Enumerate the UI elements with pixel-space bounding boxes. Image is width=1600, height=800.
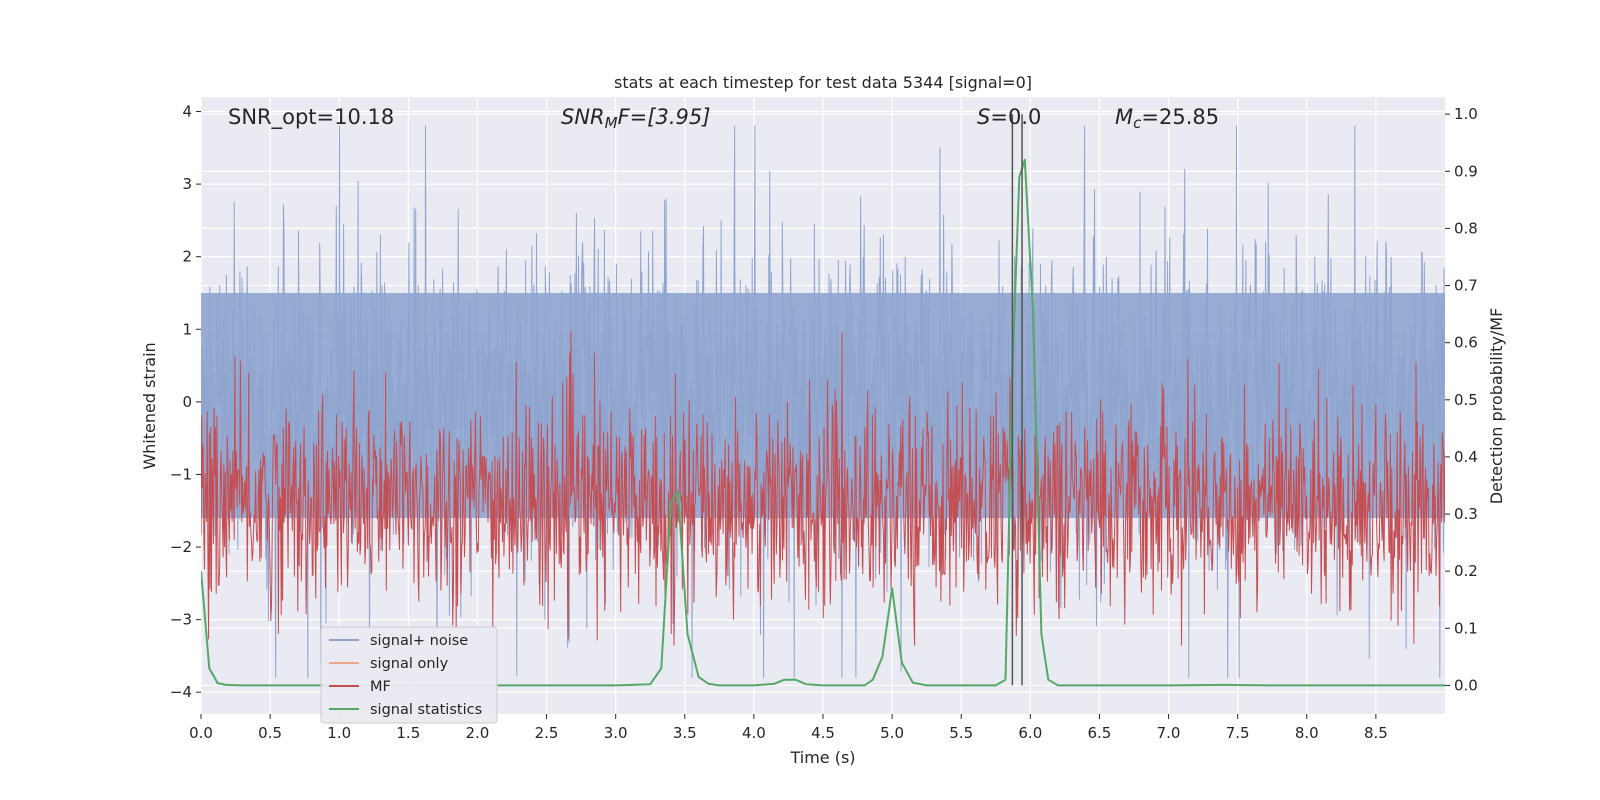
x-tick-label: 2.0 — [466, 724, 490, 742]
x-tick-label: 4.5 — [811, 724, 835, 742]
y-left-tick-label: 1 — [182, 320, 192, 338]
y-right-tick-label: 0.5 — [1454, 391, 1478, 409]
y-left-tick-label: 0 — [182, 393, 192, 411]
x-tick-label: 5.5 — [949, 724, 973, 742]
y-right-tick-label: 0.3 — [1454, 505, 1478, 523]
x-tick-label: 0.0 — [189, 724, 213, 742]
x-tick-label: 0.5 — [258, 724, 282, 742]
x-tick-label: 8.0 — [1295, 724, 1319, 742]
y-left-tick-label: −2 — [170, 538, 192, 556]
x-tick-label: 5.0 — [880, 724, 904, 742]
y-left-tick-label: 4 — [182, 103, 192, 121]
annotation-snr-mf: SNRMF=[3.95] — [561, 105, 710, 132]
y-left-tick-label: 2 — [182, 248, 192, 266]
y-left-tick-label: −4 — [170, 683, 192, 701]
x-tick-label: 6.5 — [1088, 724, 1112, 742]
y-right-tick-label: 1.0 — [1454, 105, 1478, 123]
legend-label-signal-noise: signal+ noise — [370, 633, 468, 649]
axis-ticks: 0.0 0.5 1.0 1.5 2.0 2.5 3.0 3.5 4.0 4.5 5.0 5.5 6.0 6… — [170, 103, 1478, 742]
y-left-tick-label: −1 — [170, 465, 192, 483]
annotation-mc: Mc=25.85 — [1115, 105, 1219, 132]
series-mf — [201, 330, 1445, 646]
y-right-tick-label: 0.1 — [1454, 619, 1478, 637]
legend: signal+ noise signal only MF signal stat… — [320, 626, 498, 724]
y-axis-label-right: Detection probability/MF — [1487, 308, 1506, 505]
chart-title: stats at each timestep for test data 534… — [614, 73, 1032, 92]
x-tick-label: 3.0 — [604, 724, 628, 742]
y-right-tick-label: 0.7 — [1454, 277, 1478, 295]
x-tick-label: 3.5 — [673, 724, 697, 742]
y-right-tick-label: 0.6 — [1454, 334, 1478, 352]
annotation-snr-opt: SNR_opt=10.18 — [228, 105, 394, 130]
legend-label-mf: MF — [370, 679, 391, 695]
legend-box — [320, 626, 498, 724]
x-tick-label: 2.5 — [535, 724, 559, 742]
y-right-tick-label: 0.9 — [1454, 162, 1478, 180]
x-tick-label: 1.5 — [396, 724, 420, 742]
x-tick-label: 1.0 — [327, 724, 351, 742]
y-right-tick-label: 0.2 — [1454, 562, 1478, 580]
x-tick-label: 8.5 — [1364, 724, 1388, 742]
vertical-markers — [1011, 114, 1023, 686]
y-right-tick-label: 0.8 — [1454, 219, 1478, 237]
x-tick-label: 7.5 — [1226, 724, 1250, 742]
x-tick-label: 7.0 — [1157, 724, 1181, 742]
y-right-tick-label: 0.4 — [1454, 448, 1478, 466]
y-left-tick-label: 3 — [182, 175, 192, 193]
series-layer — [201, 125, 1445, 687]
legend-label-signal-statistics: signal statistics — [370, 702, 482, 718]
y-right-tick-label: 0.0 — [1454, 676, 1478, 694]
x-axis-label: Time (s) — [789, 748, 855, 767]
annotation-s: S=0.0 — [977, 105, 1041, 129]
x-tick-label: 4.0 — [742, 724, 766, 742]
y-axis-label-left: Whitened strain — [140, 342, 159, 469]
legend-label-signal-only: signal only — [370, 656, 449, 672]
y-left-tick-label: −3 — [170, 611, 192, 629]
x-tick-label: 6.0 — [1018, 724, 1042, 742]
